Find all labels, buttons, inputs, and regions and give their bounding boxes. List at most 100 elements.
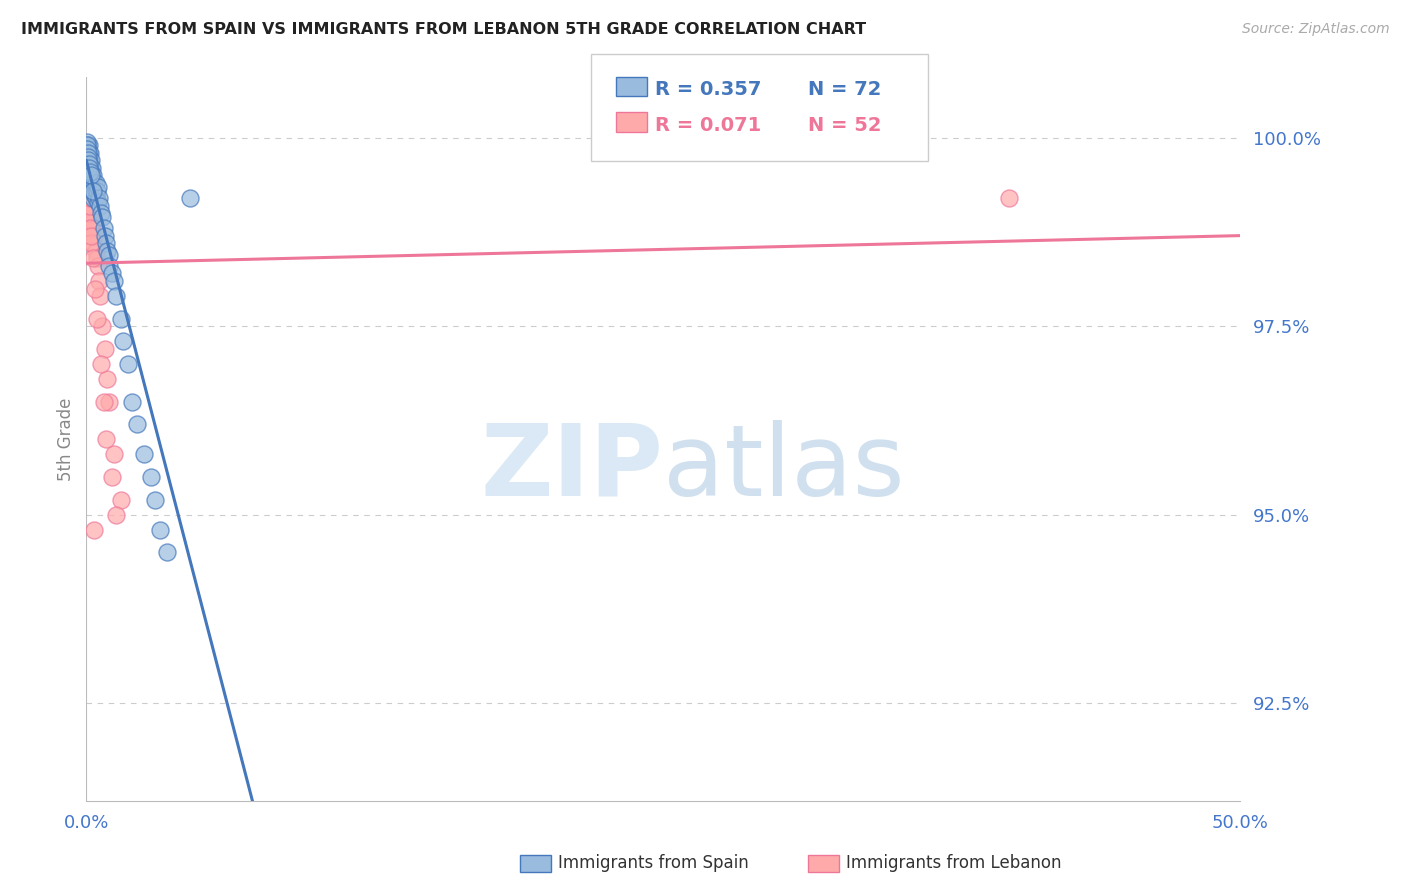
Point [76,138,98,153]
Point [96,372,118,386]
Point [117,357,139,371]
Point [84,244,107,258]
Point [77,169,100,183]
Point [77,161,100,175]
Point [79,169,101,183]
Point [83,187,105,202]
Point [89,199,111,213]
Point [90,357,112,371]
Point [77,191,100,205]
Point [77,153,100,168]
Point [77,153,100,168]
Point [93,228,115,243]
Text: atlas: atlas [662,420,904,516]
Point [79,145,101,160]
Point [90,206,112,220]
Point [77,142,100,156]
Point [82,236,104,251]
Point [76,135,98,149]
Point [110,492,132,507]
Point [79,199,101,213]
Point [121,394,143,409]
Point [76,138,98,153]
Point [79,191,101,205]
Point [77,153,100,168]
Text: Immigrants from Spain: Immigrants from Spain [558,855,749,872]
Point [82,252,104,266]
Point [76,142,98,156]
Point [79,199,101,213]
Point [86,311,108,326]
Point [77,150,100,164]
Text: R = 0.071: R = 0.071 [655,116,762,135]
Point [79,157,101,171]
Point [94,433,117,447]
Text: ZIP: ZIP [479,420,662,516]
Point [80,176,103,190]
Point [105,508,128,522]
Point [87,274,110,288]
Point [79,206,101,220]
Point [77,164,100,178]
Text: N = 52: N = 52 [808,116,882,135]
Point [103,447,125,461]
Point [105,289,128,303]
Point [77,184,100,198]
Point [77,169,100,183]
Point [84,281,107,295]
Point [76,153,98,168]
Point [80,228,103,243]
Point [94,236,117,251]
Point [82,191,104,205]
Point [139,470,162,484]
Point [80,221,103,235]
Point [77,169,100,183]
Point [87,191,110,205]
Text: IMMIGRANTS FROM SPAIN VS IMMIGRANTS FROM LEBANON 5TH GRADE CORRELATION CHART: IMMIGRANTS FROM SPAIN VS IMMIGRANTS FROM… [21,22,866,37]
Point [77,157,100,171]
Point [87,194,110,209]
Point [98,394,121,409]
Point [79,221,101,235]
Point [79,191,101,205]
Point [179,191,201,205]
Point [125,417,148,432]
Point [84,176,107,190]
Text: Immigrants from Lebanon: Immigrants from Lebanon [846,855,1062,872]
Point [82,169,104,183]
Point [77,176,100,190]
Point [80,213,103,227]
Y-axis label: 5th Grade: 5th Grade [58,398,75,481]
Point [80,153,103,168]
Point [89,289,111,303]
Point [100,267,122,281]
Point [76,145,98,160]
Point [98,259,121,273]
Point [80,161,103,175]
Point [84,191,107,205]
Point [77,150,100,164]
Point [86,252,108,266]
Point [83,228,105,243]
Point [77,191,100,205]
Point [93,394,115,409]
Point [82,213,104,227]
Point [79,161,101,175]
Point [86,184,108,198]
Point [87,259,110,273]
Point [156,545,179,559]
Point [79,176,101,190]
Point [80,179,103,194]
Point [80,184,103,198]
Point [76,161,98,175]
Point [82,184,104,198]
Text: N = 72: N = 72 [808,80,882,99]
Point [79,176,101,190]
Point [80,172,103,186]
Point [77,184,100,198]
Point [112,334,135,349]
Point [79,236,101,251]
Point [77,161,100,175]
Point [100,470,122,484]
Point [77,161,100,175]
